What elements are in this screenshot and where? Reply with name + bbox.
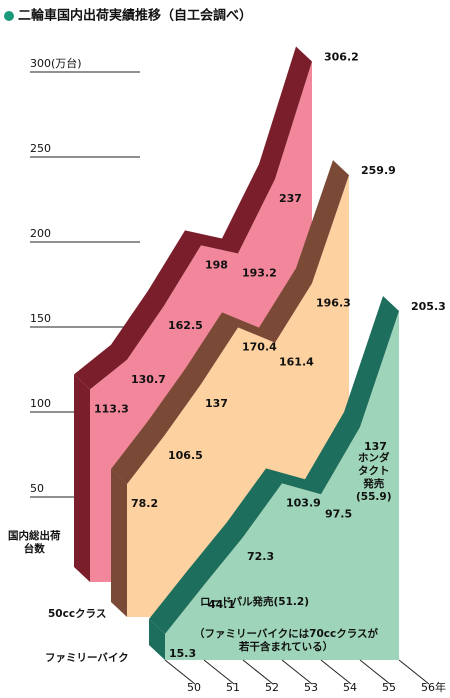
annotation: （ファミリーバイクには70ccクラスが 若干含まれている） bbox=[194, 628, 379, 653]
data-label: 103.9 bbox=[286, 496, 321, 509]
data-label: 137 bbox=[205, 397, 228, 410]
x-tick-label: 53 bbox=[304, 681, 318, 694]
y-tick-label: 150 bbox=[30, 312, 51, 325]
data-label: 106.5 bbox=[168, 449, 203, 462]
chart-title: 二輪車国内出荷実績推移（自工会調べ） bbox=[18, 8, 252, 24]
ribbon-top bbox=[74, 46, 312, 390]
year-tick bbox=[359, 659, 391, 685]
year-tick bbox=[164, 659, 196, 685]
data-label: 259.9 bbox=[361, 164, 396, 177]
y-tick-label: 250 bbox=[30, 142, 51, 155]
x-tick-label: 55 bbox=[382, 681, 396, 694]
year-tick bbox=[242, 659, 274, 685]
y-tick-label: 100 bbox=[30, 397, 51, 410]
data-label: 15.3 bbox=[169, 647, 196, 660]
year-tick bbox=[398, 659, 430, 685]
year-tick bbox=[320, 659, 352, 685]
data-label: 193.2 bbox=[242, 267, 277, 280]
data-label: 205.3 bbox=[411, 300, 446, 313]
legend-label: 50ccクラス bbox=[48, 608, 107, 620]
data-label: 130.7 bbox=[131, 373, 166, 386]
x-tick-label: 50 bbox=[187, 681, 201, 694]
legend-label: 国内総出荷 台数 bbox=[8, 530, 61, 555]
data-label: 78.2 bbox=[131, 497, 158, 510]
data-label: 161.4 bbox=[279, 356, 314, 369]
data-label: 237 bbox=[279, 192, 302, 205]
x-tick-label: 51 bbox=[226, 681, 240, 694]
title-marker bbox=[4, 11, 14, 21]
y-tick-label: 50 bbox=[30, 482, 44, 495]
x-tick-label: 56年 bbox=[421, 680, 446, 694]
data-label: 162.5 bbox=[168, 319, 203, 332]
y-tick-label: 200 bbox=[30, 227, 51, 240]
ribbon-side bbox=[149, 618, 165, 660]
y-tick-label: 300(万台) bbox=[30, 56, 82, 70]
ribbon-top bbox=[111, 160, 349, 485]
year-tick bbox=[281, 659, 313, 685]
data-label: 198 bbox=[205, 258, 228, 271]
x-tick-label: 54 bbox=[343, 681, 357, 694]
data-label: 196.3 bbox=[316, 296, 351, 309]
data-label: 113.3 bbox=[94, 402, 129, 415]
annotation: ホンダ タクト 発売 (55.9) bbox=[356, 452, 392, 503]
legend-label: ファミリーバイク bbox=[45, 652, 129, 664]
annotation: ロードパル発売(51.2) bbox=[200, 596, 310, 608]
data-label: 170.4 bbox=[242, 340, 277, 353]
year-tick bbox=[203, 659, 235, 685]
x-tick-label: 52 bbox=[265, 681, 279, 694]
ribbon-top bbox=[149, 295, 399, 634]
data-label: 72.3 bbox=[247, 550, 274, 563]
data-label: 97.5 bbox=[325, 507, 352, 520]
data-label: 306.2 bbox=[324, 50, 359, 63]
data-label: 137 bbox=[364, 440, 387, 453]
data-label: 44.1 bbox=[208, 598, 235, 611]
ribbon-side bbox=[111, 469, 127, 617]
series-face bbox=[165, 310, 399, 660]
ribbon-side bbox=[74, 374, 90, 582]
